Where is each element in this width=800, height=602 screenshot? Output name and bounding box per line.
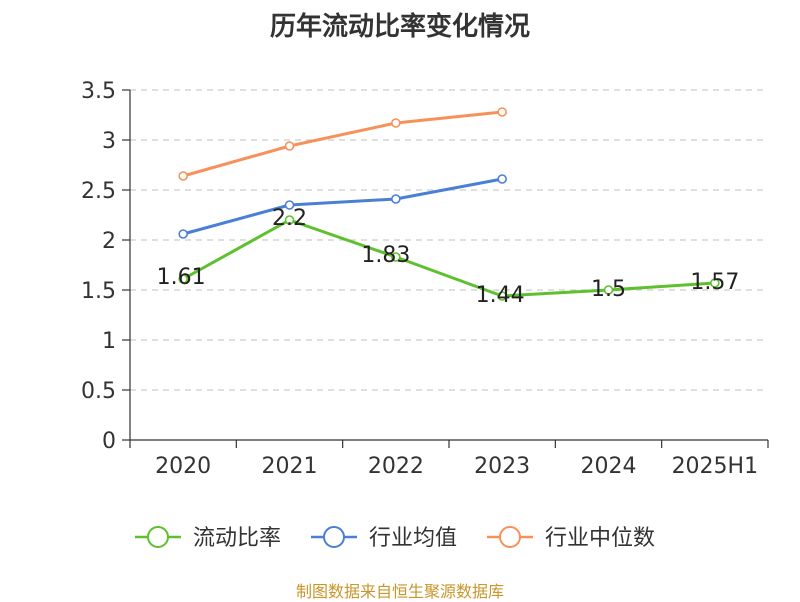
data-point [284,215,295,225]
data-point [178,171,188,181]
data-point [391,194,401,204]
legend-label: 行业中位数 [545,526,655,551]
data-point [284,141,295,151]
x-tick-label: 2025H1 [672,454,759,479]
data-point [497,174,507,184]
x-tick-label: 2022 [368,454,424,479]
x-tick-label: 2020 [155,454,211,479]
y-tick-label: 2 [102,229,116,254]
data-point [603,285,614,295]
data-point [710,278,720,288]
data-label: 1.57 [690,270,739,295]
legend-item[interactable]: 流动比率 [135,526,281,551]
data-labels: 1.61 2.2 1.83 1.44 1.5 1.57 [157,206,740,308]
legend-marker [147,526,169,548]
y-tick-label: 3.5 [81,79,116,104]
y-tick-label: 1 [102,329,116,354]
legend-label: 流动比率 [193,526,281,551]
data-point [178,229,188,239]
grid-lines [130,89,768,391]
series-line [182,218,715,298]
y-tick-label: 1.5 [81,279,116,304]
x-tick-label: 2024 [581,454,637,479]
series-lines [178,107,720,301]
axes: 0 0.5 1 1.5 2 2.5 3 3.5 2020 2021 2022 2023 2024 2025… [81,79,769,479]
data-point [391,118,401,128]
data-label: 1.83 [361,243,410,268]
data-point [284,200,295,210]
data-label: 1.61 [157,265,206,290]
series-line [182,177,503,236]
data-point [391,252,401,262]
y-tick-label: 2.5 [81,179,116,204]
chart-title: 历年流动比率变化情况 [269,12,530,42]
y-tick-label: 3 [102,129,116,154]
legend-item[interactable]: 行业均值 [311,526,457,551]
data-label: 2.2 [272,206,307,231]
legend-item[interactable]: 行业中位数 [487,526,655,551]
data-point [497,107,507,117]
data-point [178,274,188,284]
x-tick-label: 2023 [474,454,530,479]
data-label: 1.5 [591,277,626,302]
legend-label: 行业均值 [369,526,457,551]
data-label: 1.44 [476,283,525,308]
legend-marker [499,526,521,548]
data-point [497,291,507,301]
legend-marker [323,526,345,548]
y-tick-label: 0 [102,429,116,454]
legend[interactable]: 流动比率 行业均值 行业中位数 [135,526,655,551]
x-tick-label: 2021 [262,454,318,479]
y-tick-label: 0.5 [81,379,116,404]
series-line [182,110,503,178]
source-note: 制图数据来自恒生聚源数据库 [295,582,504,601]
